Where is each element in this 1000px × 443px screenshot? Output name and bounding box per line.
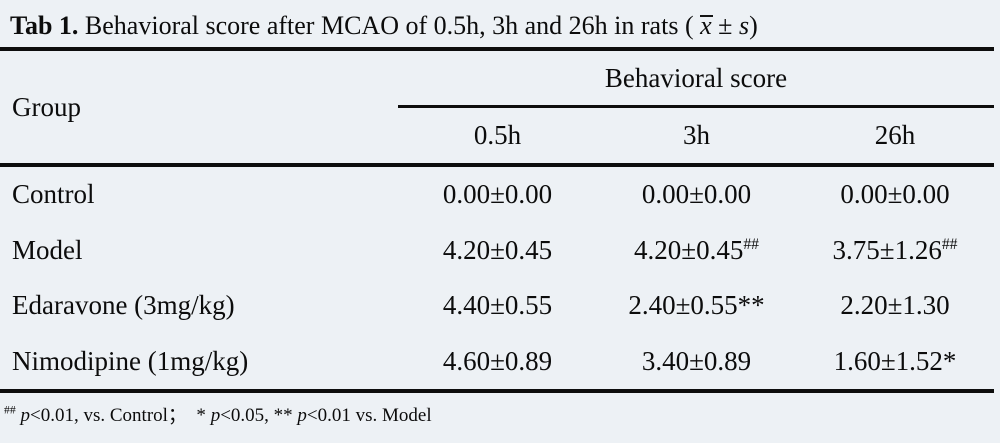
cell-value: 1.60±1.52* (833, 345, 957, 376)
spanner-rule (398, 105, 994, 108)
mean-symbol: x (700, 9, 713, 43)
bottom-rule (0, 389, 994, 393)
p-symbol: p (20, 405, 31, 426)
table-row: Nimodipine (1mg/kg) 4.60±0.89 3.40±0.89 … (0, 334, 1000, 390)
footnote-marker: ## (4, 403, 16, 417)
row-group-label: Model (12, 234, 83, 265)
table-header: Group Behavioral score 0.5h 3h 26h (0, 51, 1000, 163)
spanner-block: Behavioral score 0.5h 3h 26h (398, 51, 994, 163)
table-footnote: ## p<0.01, vs. Control； * p<0.05, ** p<0… (4, 403, 432, 426)
row-group-label: Control (12, 179, 95, 210)
cell-value: 4.20±0.45 (442, 234, 553, 265)
cell-value: 3.40±0.89 (641, 345, 752, 376)
column-header-timepoint-2: 3h (683, 120, 710, 150)
table-caption: Tab 1. Behavioral score after MCAO of 0.… (0, 0, 1000, 47)
cell-value: 4.20±0.45## (634, 234, 759, 265)
table-row: Model 4.20±0.45 4.20±0.45## 3.75±1.26## (0, 223, 1000, 279)
significance-marker: ## (743, 235, 759, 253)
top-rule (0, 47, 994, 51)
caption-text: Behavioral score after MCAO of 0.5h, 3h … (78, 11, 701, 40)
p-symbol: p (210, 405, 221, 426)
cell-value: 0.00±0.00 (442, 179, 553, 210)
sub-column-headers: 0.5h 3h 26h (398, 108, 994, 163)
column-header-group: Group (12, 91, 81, 122)
cell-value: 0.00±0.00 (840, 179, 950, 210)
table-body: Control 0.00±0.00 0.00±0.00 0.00±0.00 Mo… (0, 167, 1000, 389)
plus-minus-symbol: ± (711, 11, 739, 40)
significance-marker: ## (941, 235, 958, 253)
table-row: Edaravone (3mg/kg) 4.40±0.55 2.40±0.55**… (0, 278, 1000, 334)
column-header-spanner: Behavioral score (604, 62, 788, 93)
cell-value: 0.00±0.00 (641, 179, 752, 210)
column-header-timepoint-3: 26h (874, 120, 916, 150)
caption-label: Tab 1. (10, 11, 79, 40)
row-group-label: Edaravone (3mg/kg) (12, 290, 235, 321)
caption-close-paren: ) (749, 11, 758, 40)
table-row: Control 0.00±0.00 0.00±0.00 0.00±0.00 (0, 167, 1000, 223)
cell-value: 3.75±1.26## (832, 234, 958, 265)
cell-value: 2.20±1.30 (840, 290, 950, 321)
header-rule (0, 163, 994, 167)
p-symbol: p (297, 405, 307, 426)
cell-value: 2.40±0.55** (628, 290, 765, 321)
cell-value: 4.40±0.55 (442, 290, 553, 321)
column-header-timepoint-1: 0.5h (473, 120, 522, 150)
cell-value: 4.60±0.89 (442, 345, 553, 376)
sd-symbol: s (738, 11, 750, 40)
row-group-label: Nimodipine (1mg/kg) (12, 345, 249, 376)
